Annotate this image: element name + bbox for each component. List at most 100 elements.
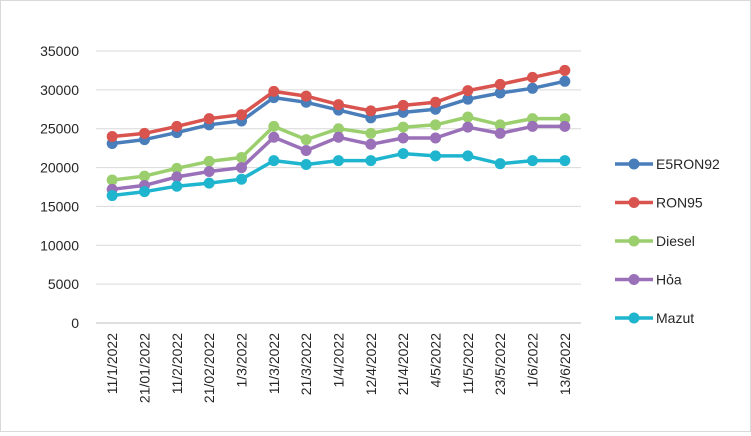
data-point bbox=[203, 177, 215, 189]
data-point bbox=[203, 165, 215, 177]
legend-marker bbox=[628, 312, 640, 324]
data-point bbox=[365, 138, 377, 150]
legend-item-mazut: Mazut bbox=[615, 310, 694, 326]
data-point bbox=[462, 150, 474, 162]
data-point bbox=[106, 174, 118, 186]
legend-marker bbox=[628, 274, 640, 285]
data-point bbox=[300, 158, 312, 170]
y-tick-label: 15000 bbox=[40, 198, 79, 214]
y-tick-label: 0 bbox=[71, 315, 79, 331]
data-point bbox=[365, 127, 377, 139]
x-tick-label: 11/3/2022 bbox=[266, 333, 282, 394]
legend-item-ron95: RON95 bbox=[615, 195, 703, 211]
data-point bbox=[527, 120, 538, 132]
data-point bbox=[462, 93, 474, 105]
data-point bbox=[494, 78, 506, 90]
legend-marker bbox=[628, 197, 640, 208]
data-point bbox=[333, 99, 344, 111]
data-point bbox=[268, 131, 280, 143]
data-point bbox=[139, 170, 150, 182]
x-axis-tick-labels: 11/1/2022 21/01/2022 11/2/2022 21/02/2022 1/… bbox=[104, 333, 573, 403]
data-point bbox=[494, 119, 506, 131]
legend-item-e5ron92: E5RON92 bbox=[615, 156, 720, 172]
legend-label: Mazut bbox=[656, 310, 694, 326]
data-point bbox=[333, 131, 344, 143]
x-tick-label: 11/1/2022 bbox=[104, 333, 120, 394]
data-point bbox=[300, 134, 312, 146]
legend-label: Hỏa bbox=[656, 272, 682, 288]
data-point bbox=[171, 120, 183, 132]
data-point bbox=[139, 186, 150, 198]
data-point bbox=[397, 121, 409, 133]
data-point bbox=[236, 162, 247, 174]
x-tick-label: 23/5/2022 bbox=[492, 333, 508, 395]
y-tick-label: 35000 bbox=[40, 43, 79, 59]
data-point bbox=[494, 87, 506, 99]
data-point bbox=[171, 162, 183, 174]
data-point bbox=[430, 96, 441, 108]
x-tick-label: 11/5/2022 bbox=[460, 333, 476, 394]
data-point bbox=[171, 171, 183, 183]
data-point bbox=[430, 132, 441, 144]
data-point bbox=[236, 173, 247, 185]
data-point bbox=[300, 90, 312, 102]
data-point bbox=[494, 158, 506, 170]
data-point bbox=[397, 132, 409, 144]
data-point bbox=[333, 123, 344, 135]
data-point bbox=[268, 155, 280, 167]
data-point bbox=[494, 127, 506, 139]
data-point bbox=[462, 121, 474, 133]
data-point bbox=[203, 155, 215, 167]
legend-label: RON95 bbox=[656, 195, 703, 211]
data-point bbox=[139, 127, 150, 139]
data-point bbox=[430, 119, 441, 131]
series-diesel bbox=[106, 111, 571, 186]
data-point bbox=[527, 82, 538, 94]
x-tick-label: 21/02/2022 bbox=[201, 333, 217, 403]
y-tick-label: 10000 bbox=[40, 237, 79, 253]
legend-marker bbox=[628, 158, 640, 170]
data-point bbox=[268, 120, 280, 132]
legend: E5RON92 RON95 Diesel Hỏa Mazut bbox=[615, 156, 720, 326]
data-point bbox=[236, 151, 247, 163]
data-point bbox=[397, 148, 409, 160]
data-point bbox=[527, 113, 538, 125]
x-tick-label: 21/4/2022 bbox=[395, 333, 411, 395]
x-tick-label: 11/2/2022 bbox=[169, 333, 185, 394]
legend-label: Diesel bbox=[656, 233, 695, 249]
x-tick-label: 1/3/2022 bbox=[234, 333, 250, 388]
legend-item-diesel: Diesel bbox=[615, 233, 695, 249]
data-point bbox=[171, 180, 183, 192]
data-point bbox=[203, 113, 215, 125]
y-tick-label: 5000 bbox=[48, 276, 79, 292]
data-point bbox=[268, 85, 280, 97]
x-tick-label: 13/6/2022 bbox=[557, 333, 573, 395]
data-point bbox=[106, 190, 118, 202]
x-tick-label: 21/01/2022 bbox=[137, 333, 153, 403]
legend-marker bbox=[628, 235, 640, 247]
data-point bbox=[430, 150, 441, 162]
data-point bbox=[527, 71, 538, 83]
series-layer bbox=[106, 64, 571, 202]
x-tick-label: 21/3/2022 bbox=[298, 333, 314, 395]
x-tick-label: 4/5/2022 bbox=[428, 333, 444, 388]
data-point bbox=[462, 111, 474, 123]
data-point bbox=[106, 130, 118, 142]
x-tick-label: 1/4/2022 bbox=[331, 333, 347, 388]
y-tick-label: 20000 bbox=[40, 160, 79, 176]
data-point bbox=[300, 144, 312, 156]
data-point bbox=[559, 75, 571, 87]
data-point bbox=[527, 155, 538, 167]
series-ron95 bbox=[106, 64, 571, 142]
data-point bbox=[365, 155, 377, 167]
data-point bbox=[365, 105, 377, 117]
series-mazut bbox=[106, 148, 571, 202]
data-point bbox=[397, 99, 409, 111]
y-axis-tick-labels: 0 5000 10000 15000 20000 25000 30000 35000 bbox=[40, 43, 79, 331]
data-point bbox=[559, 64, 571, 76]
series-hoa bbox=[106, 120, 571, 195]
data-point bbox=[559, 113, 571, 125]
data-point bbox=[236, 109, 247, 121]
